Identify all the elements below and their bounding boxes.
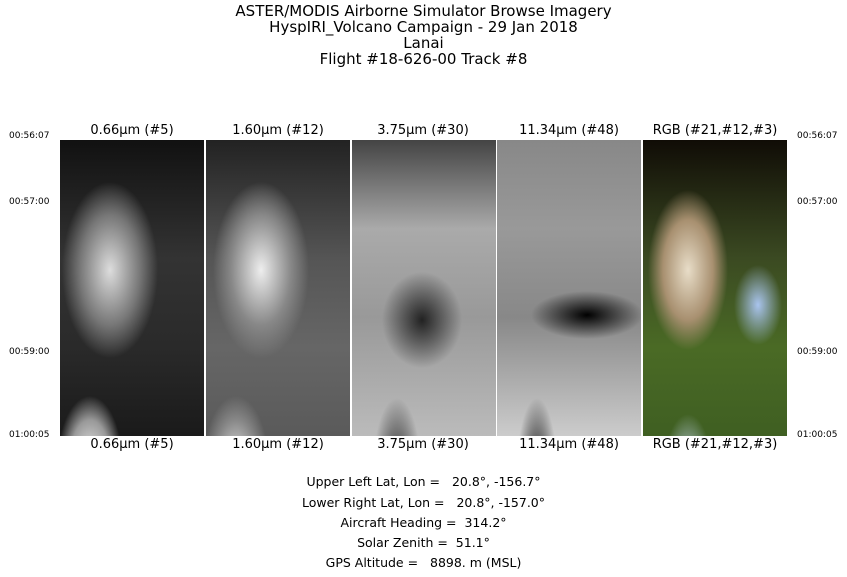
time-left-0: 00:56:07	[9, 131, 50, 141]
info-heading: Aircraft Heading = 314.2°	[340, 515, 507, 530]
info-lower-right: Lower Right Lat, Lon = 20.8°, -157.0°	[301, 495, 546, 510]
panel-label-bottom-3: 11.34μm (#48)	[519, 437, 619, 452]
panel-label-bottom-4: RGB (#21,#12,#3)	[652, 437, 778, 452]
panel-label-top-3: 11.34μm (#48)	[519, 123, 619, 138]
panel-label-top-2: 3.75μm (#30)	[377, 123, 469, 138]
panel-label-bottom-2: 3.75μm (#30)	[377, 437, 469, 452]
time-left-1: 00:57:00	[9, 197, 50, 207]
time-left-3: 01:00:05	[9, 430, 50, 440]
panel-image-4	[643, 140, 787, 436]
info-upper-left: Upper Left Lat, Lon = 20.8°, -156.7°	[306, 474, 541, 489]
title-line-1: ASTER/MODIS Airborne Simulator Browse Im…	[235, 2, 612, 20]
panel-label-top-1: 1.60μm (#12)	[232, 123, 324, 138]
time-right-3: 01:00:05	[797, 430, 838, 440]
title-line-4: Flight #18-626-00 Track #8	[319, 50, 528, 68]
time-left-2: 00:59:00	[9, 347, 50, 357]
panel-label-bottom-0: 0.66μm (#5)	[90, 437, 174, 452]
title-line-3: Lanai	[403, 34, 444, 52]
title-line-2: HyspIRI_Volcano Campaign - 29 Jan 2018	[269, 18, 578, 36]
panel-image-3	[497, 140, 641, 436]
info-solar-zenith: Solar Zenith = 51.1°	[357, 535, 490, 550]
panel-label-bottom-1: 1.60μm (#12)	[232, 437, 324, 452]
time-right-1: 00:57:00	[797, 197, 838, 207]
time-right-0: 00:56:07	[797, 131, 838, 141]
time-right-2: 00:59:00	[797, 347, 838, 357]
panel-label-top-4: RGB (#21,#12,#3)	[652, 123, 778, 138]
panel-label-top-0: 0.66μm (#5)	[90, 123, 174, 138]
panel-image-0	[60, 140, 204, 436]
info-gps-altitude: GPS Altitude = 8898. m (MSL)	[325, 555, 522, 570]
panel-image-2	[352, 140, 496, 436]
panel-image-1	[206, 140, 350, 436]
